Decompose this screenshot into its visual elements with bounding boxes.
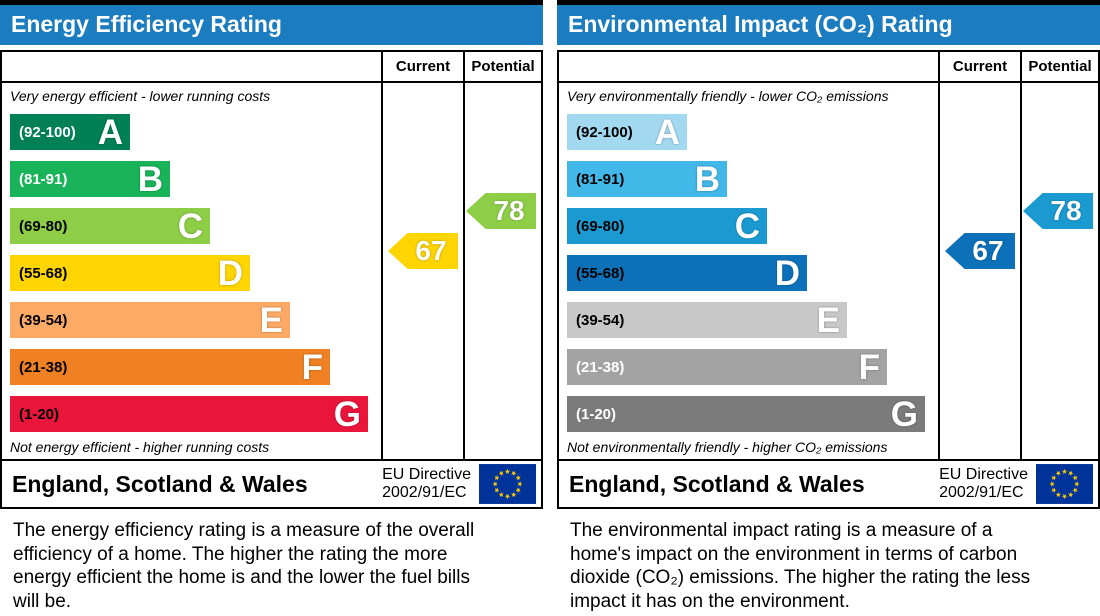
energy-efficiency-panel: Energy Efficiency Rating Current Potenti… <box>0 0 543 613</box>
band-range: (81-91) <box>19 170 68 188</box>
band-a: (92-100) A <box>567 114 687 150</box>
region-label: England, Scotland & Wales <box>12 470 308 497</box>
band-range: (92-100) <box>576 123 633 141</box>
current-rating-value: 67 <box>415 235 447 266</box>
band-letter: G <box>333 394 361 434</box>
band-d: (55-68) D <box>10 255 250 291</box>
band-letter: B <box>694 159 720 199</box>
top-caption: Very environmentally friendly - lower CO… <box>567 88 889 104</box>
band-f: (21-38) F <box>10 349 330 385</box>
table-footer: England, Scotland & Wales EU Directive 2… <box>2 459 541 507</box>
environmental-impact-table: Current Potential Very environmentally f… <box>557 50 1100 509</box>
band-range: (21-38) <box>19 358 68 376</box>
band-letter: A <box>654 112 680 152</box>
environmental-impact-title: Environmental Impact (CO₂) Rating <box>557 0 1100 45</box>
eu-directive-label: EU Directive 2002/91/EC <box>382 466 471 501</box>
band-letter: E <box>816 300 840 340</box>
eu-directive-label: EU Directive 2002/91/EC <box>939 466 1028 501</box>
potential-column: 78 <box>463 83 541 459</box>
band-letter: D <box>774 253 800 293</box>
band-letter: D <box>217 253 243 293</box>
potential-column-header: Potential <box>1020 52 1098 83</box>
band-letter: B <box>137 159 163 199</box>
eu-flag-icon <box>479 464 536 504</box>
potential-rating-value: 78 <box>493 195 525 226</box>
band-e: (39-54) E <box>10 302 290 338</box>
top-caption: Very energy efficient - lower running co… <box>10 88 271 104</box>
band-e: (39-54) E <box>567 302 847 338</box>
band-range: (39-54) <box>19 311 68 329</box>
band-range: (55-68) <box>576 264 625 282</box>
current-rating-value: 67 <box>972 235 1004 266</box>
co2-band-chart: Very environmentally friendly - lower CO… <box>559 83 938 459</box>
energy-efficiency-description: The energy efficiency rating is a measur… <box>13 520 475 612</box>
band-range: (1-20) <box>576 405 617 423</box>
band-letter: F <box>301 347 323 387</box>
band-range: (39-54) <box>576 311 625 329</box>
potential-rating-arrow: 78 <box>466 193 536 229</box>
energy-efficiency-table: Current Potential Very energy efficient … <box>0 50 543 509</box>
table-footer: England, Scotland & Wales EU Directive 2… <box>559 459 1098 507</box>
current-column: 67 <box>938 83 1020 459</box>
band-letter: F <box>858 347 880 387</box>
band-letter: A <box>97 112 123 152</box>
band-c: (69-80) C <box>567 208 767 244</box>
environmental-impact-description: The environmental impact rating is a mea… <box>570 520 1031 612</box>
current-column-header: Current <box>938 52 1020 83</box>
bottom-caption: Not environmentally friendly - higher CO… <box>567 439 888 455</box>
environmental-impact-panel: Environmental Impact (CO₂) Rating Curren… <box>557 0 1100 613</box>
current-column-header: Current <box>381 52 463 83</box>
bottom-caption: Not energy efficient - higher running co… <box>10 439 270 455</box>
spacer-cell <box>2 52 381 83</box>
band-range: (69-80) <box>576 217 625 235</box>
band-letter: C <box>177 206 203 246</box>
band-g: (1-20) G <box>567 396 925 432</box>
current-rating-arrow: 67 <box>945 233 1015 269</box>
eu-flag-icon <box>1036 464 1093 504</box>
current-rating-arrow: 67 <box>388 233 458 269</box>
spacer-cell <box>559 52 938 83</box>
band-letter: E <box>259 300 283 340</box>
band-range: (21-38) <box>576 358 625 376</box>
band-d: (55-68) D <box>567 255 807 291</box>
energy-efficiency-title: Energy Efficiency Rating <box>0 0 543 45</box>
band-letter: G <box>890 394 918 434</box>
current-column: 67 <box>381 83 463 459</box>
band-a: (92-100) A <box>10 114 130 150</box>
potential-rating-value: 78 <box>1050 195 1082 226</box>
band-letter: C <box>734 206 760 246</box>
band-range: (55-68) <box>19 264 68 282</box>
potential-rating-arrow: 78 <box>1023 193 1093 229</box>
band-f: (21-38) F <box>567 349 887 385</box>
potential-column-header: Potential <box>463 52 541 83</box>
band-range: (81-91) <box>576 170 625 188</box>
energy-band-chart: Very energy efficient - lower running co… <box>2 83 381 459</box>
band-b: (81-91) B <box>567 161 727 197</box>
band-b: (81-91) B <box>10 161 170 197</box>
band-range: (1-20) <box>19 405 60 423</box>
band-c: (69-80) C <box>10 208 210 244</box>
band-range: (92-100) <box>19 123 76 141</box>
region-label: England, Scotland & Wales <box>569 470 865 497</box>
band-g: (1-20) G <box>10 396 368 432</box>
band-range: (69-80) <box>19 217 68 235</box>
potential-column: 78 <box>1020 83 1098 459</box>
